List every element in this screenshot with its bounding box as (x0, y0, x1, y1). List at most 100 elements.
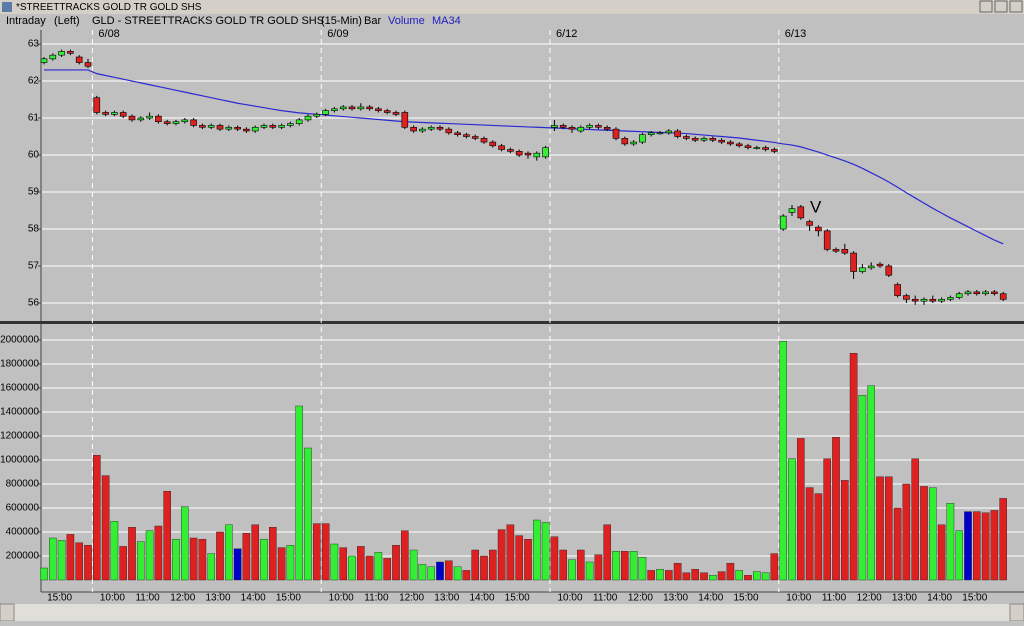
volume-bar (445, 560, 453, 581)
volume-bar (691, 569, 699, 581)
close-button[interactable] (1009, 0, 1023, 13)
candle-body (515, 151, 523, 156)
candle-body (559, 125, 567, 128)
y-tick-label: 60 (28, 150, 40, 161)
volume-bar (462, 570, 471, 581)
volume-bar (110, 521, 119, 581)
candle-body (735, 143, 743, 147)
y-tick-label: 200000 (6, 551, 40, 562)
candle-body (84, 62, 92, 67)
candle-body (586, 125, 593, 128)
volume-bar (497, 529, 506, 581)
candle-body (67, 51, 74, 54)
candle-body (920, 298, 928, 302)
volume-bar (893, 507, 902, 581)
candle-body (111, 112, 118, 115)
candle-body (445, 128, 453, 134)
volume-bar (357, 546, 365, 581)
volume-bar (753, 571, 761, 581)
volume-bar (145, 530, 154, 581)
volume-bar (533, 519, 541, 581)
volume-bar (550, 536, 559, 581)
volume-bar (119, 546, 127, 581)
volume-bar (224, 524, 233, 581)
scroll-right[interactable] (1009, 603, 1024, 622)
candle-body (234, 126, 241, 130)
candle-body (955, 293, 963, 298)
volume-bar (920, 486, 928, 581)
volume-bar (136, 541, 145, 581)
candle-body (665, 130, 673, 134)
candle-body (40, 58, 48, 63)
volume-bar (453, 566, 462, 581)
volume-bar (981, 512, 990, 581)
volume-bar (735, 570, 743, 581)
candle-body (498, 145, 505, 150)
candle-body (507, 149, 514, 152)
x-tick-label: 11:00 (135, 593, 160, 604)
volume-bar (911, 458, 919, 581)
x-tick-label: 13:00 (205, 593, 230, 604)
x-tick-label: 14:00 (698, 593, 723, 604)
volume-bar (779, 341, 787, 581)
volume-bar (717, 571, 726, 581)
app-icon (2, 2, 12, 12)
candle-body (982, 291, 989, 295)
x-tick-label: 14:00 (469, 593, 494, 604)
minimize-button[interactable] (979, 0, 993, 13)
volume-bar (990, 510, 999, 581)
x-tick-label: 10:00 (786, 593, 811, 604)
candle-body (542, 147, 549, 158)
candle-body (155, 115, 162, 123)
candle-body (480, 138, 488, 143)
candle-body (199, 125, 206, 128)
volume-bar (665, 570, 673, 581)
candle-body (779, 215, 787, 230)
candle-body (727, 141, 734, 145)
volume-bar (937, 524, 946, 581)
candle-body (683, 136, 690, 139)
volume-bar (269, 527, 277, 581)
candle-body (938, 298, 945, 302)
candle-body (524, 152, 532, 156)
volume-bar (101, 475, 110, 581)
candle-body (260, 125, 268, 128)
candle-body (947, 297, 954, 300)
y-tick-label: 1600000 (0, 383, 39, 394)
candle-body (639, 134, 646, 143)
volume-bar (603, 524, 611, 581)
x-tick-label: 10:00 (100, 593, 125, 604)
volume-bar (805, 487, 814, 581)
maximize-button[interactable] (994, 0, 1008, 13)
volume-bar (673, 563, 682, 581)
y-tick-label: 600000 (6, 503, 40, 514)
candle-body (137, 117, 145, 121)
candle-body (718, 139, 725, 143)
title-bar (0, 0, 1024, 14)
y-tick-label: 1400000 (0, 407, 39, 418)
volume-bar (207, 553, 216, 581)
scroll-left[interactable] (0, 603, 15, 622)
scroll-track[interactable] (0, 604, 1024, 621)
window-buttons[interactable] (979, 0, 1023, 13)
candle-body (489, 141, 497, 147)
candle-body (295, 119, 303, 124)
candle-body (832, 249, 840, 252)
y-tick-label: 400000 (6, 527, 40, 538)
volume-bar (541, 522, 550, 581)
x-tick-label: 11:00 (593, 593, 618, 604)
volume-bar (999, 498, 1007, 581)
volume-bar (365, 555, 374, 581)
volume-bar (418, 564, 427, 581)
volume-bar (621, 551, 629, 581)
volume-bar (383, 558, 392, 581)
candle-body (181, 119, 189, 123)
candle-body (163, 121, 171, 124)
scrollbar[interactable] (0, 603, 1024, 622)
candle-body (322, 110, 329, 115)
candle-body (973, 291, 981, 295)
y-tick-label: 1000000 (0, 455, 39, 466)
candle-body (454, 132, 461, 135)
volume-bar (392, 545, 400, 581)
volume-bar (295, 405, 304, 581)
